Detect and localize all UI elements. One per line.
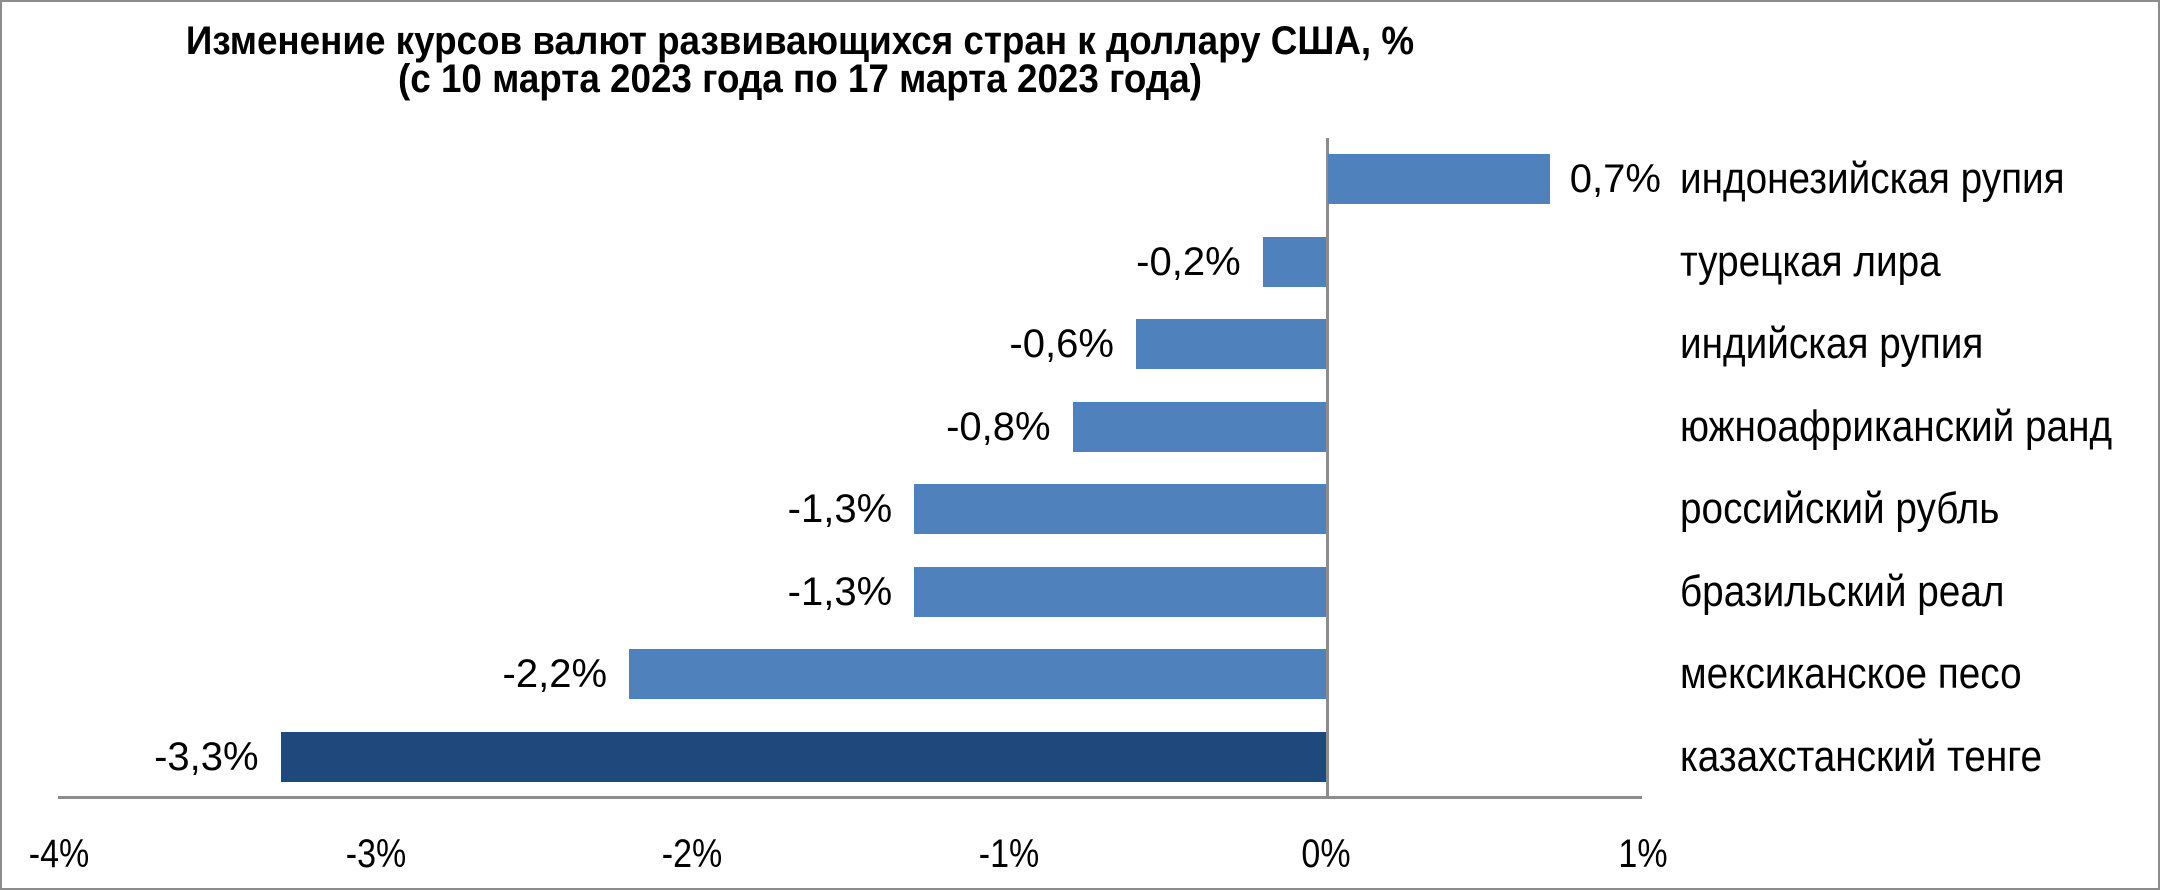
bar xyxy=(1328,154,1550,204)
category-label: российский рубль xyxy=(1680,484,2000,533)
category-label: южноафриканский ранд xyxy=(1680,401,2113,451)
zero-axis-line xyxy=(1326,138,1329,798)
data-label: 0,7% xyxy=(1569,157,1661,201)
bar xyxy=(1135,319,1326,369)
data-label: -0,6% xyxy=(1009,322,1114,366)
chart-title: Изменение курсов валют развивающихся стр… xyxy=(64,19,1536,101)
category-label: индийская рупия xyxy=(1680,319,1984,368)
bar xyxy=(629,649,1326,699)
bar xyxy=(914,484,1326,534)
category-label: индонезийская рупия xyxy=(1680,154,2065,203)
x-tick-label: -1% xyxy=(978,832,1040,876)
x-tick-label: -4% xyxy=(28,832,90,876)
chart-title-line1: Изменение курсов валют развивающихся стр… xyxy=(185,19,1415,63)
x-tick-label: 0% xyxy=(1301,832,1351,876)
x-tick-label: -2% xyxy=(662,832,723,876)
bar xyxy=(280,731,1326,782)
x-axis-line xyxy=(58,796,1642,799)
bar xyxy=(1262,236,1326,287)
data-label: -3,3% xyxy=(154,734,259,779)
bar xyxy=(1072,401,1326,452)
bar xyxy=(914,566,1326,617)
x-tick-label: 1% xyxy=(1618,832,1668,876)
category-label: казахстанский тенге xyxy=(1680,731,2043,781)
category-label: бразильский реал xyxy=(1680,566,2005,616)
x-tick-label: -3% xyxy=(345,832,406,876)
data-label: -0,8% xyxy=(946,404,1051,449)
category-label: мексиканское песо xyxy=(1680,649,2022,698)
category-label: турецкая лира xyxy=(1680,236,1941,286)
data-label: -0,2% xyxy=(1136,239,1241,284)
data-label: -1,3% xyxy=(787,569,893,614)
data-label: -2,2% xyxy=(502,652,608,696)
chart-subtitle: (с 10 марта 2023 года по 17 марта 2023 г… xyxy=(398,57,1202,101)
data-label: -1,3% xyxy=(787,487,893,531)
